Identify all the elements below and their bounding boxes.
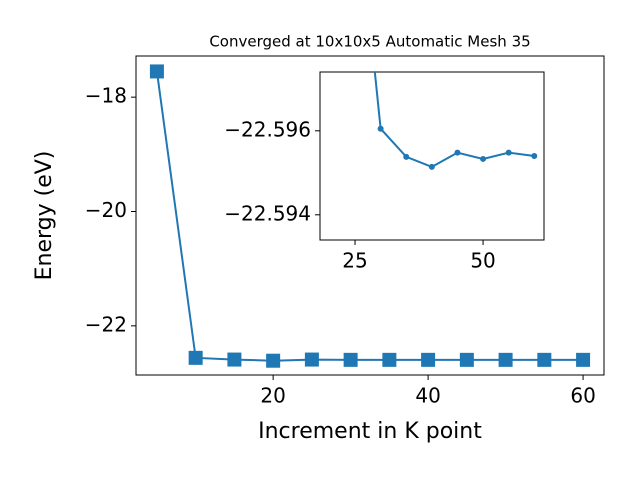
x-axis-label: Increment in K point — [258, 419, 482, 444]
y-tick-label: −22.594 — [224, 201, 311, 225]
plot-content — [373, 72, 538, 170]
plot-area — [319, 71, 545, 241]
y-axis-label: Energy (eV) — [32, 151, 57, 281]
marker — [531, 153, 538, 159]
marker — [428, 163, 435, 170]
chart-title: Converged at 10x10x5 Automatic Mesh 35 — [209, 33, 530, 51]
marker — [343, 352, 358, 367]
marker — [304, 352, 319, 367]
marker — [403, 153, 410, 160]
marker — [188, 350, 203, 365]
marker — [266, 353, 281, 368]
y-tick-label: −20 — [85, 198, 127, 222]
y-tick-label: −22.596 — [224, 117, 311, 141]
marker — [505, 149, 512, 156]
y-tick-label: −18 — [85, 84, 127, 108]
marker — [576, 352, 591, 367]
marker — [454, 149, 461, 156]
x-tick-label: 60 — [570, 384, 595, 408]
marker — [149, 64, 164, 79]
x-tick-label: 50 — [470, 249, 495, 273]
series-line — [373, 72, 535, 169]
y-tick-label: −22 — [85, 312, 127, 336]
marker — [227, 352, 242, 367]
marker — [480, 155, 487, 162]
x-tick-label: 40 — [415, 384, 440, 408]
x-tick-label: 20 — [260, 384, 285, 408]
marker — [421, 352, 436, 367]
marker — [459, 352, 474, 367]
marker — [537, 352, 552, 367]
marker — [498, 352, 513, 367]
marker — [382, 352, 397, 367]
plot-content — [149, 64, 591, 368]
x-tick-label: 25 — [342, 249, 367, 273]
marker — [377, 125, 384, 132]
